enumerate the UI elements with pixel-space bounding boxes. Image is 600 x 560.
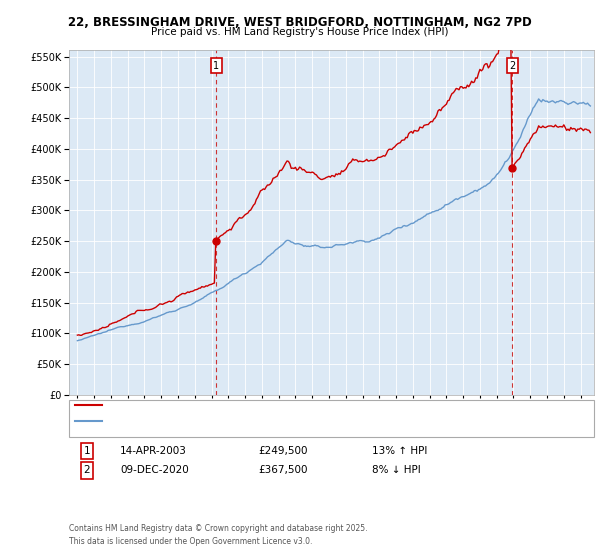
Text: 09-DEC-2020: 09-DEC-2020 bbox=[120, 465, 189, 475]
Text: Contains HM Land Registry data © Crown copyright and database right 2025.
This d: Contains HM Land Registry data © Crown c… bbox=[69, 524, 367, 546]
Text: Price paid vs. HM Land Registry's House Price Index (HPI): Price paid vs. HM Land Registry's House … bbox=[151, 27, 449, 38]
Text: HPI: Average price, detached house, Rushcliffe: HPI: Average price, detached house, Rush… bbox=[108, 417, 320, 426]
Text: 2: 2 bbox=[83, 465, 91, 475]
Text: £367,500: £367,500 bbox=[258, 465, 308, 475]
Text: 1: 1 bbox=[83, 446, 91, 456]
Text: 22, BRESSINGHAM DRIVE, WEST BRIDGFORD, NOTTINGHAM, NG2 7PD: 22, BRESSINGHAM DRIVE, WEST BRIDGFORD, N… bbox=[68, 16, 532, 29]
Text: 2: 2 bbox=[509, 61, 515, 71]
Text: 14-APR-2003: 14-APR-2003 bbox=[120, 446, 187, 456]
Text: 8% ↓ HPI: 8% ↓ HPI bbox=[372, 465, 421, 475]
Text: 22, BRESSINGHAM DRIVE, WEST BRIDGFORD, NOTTINGHAM, NG2 7PD (detached house): 22, BRESSINGHAM DRIVE, WEST BRIDGFORD, N… bbox=[108, 400, 505, 409]
Text: £249,500: £249,500 bbox=[258, 446, 308, 456]
Text: 13% ↑ HPI: 13% ↑ HPI bbox=[372, 446, 427, 456]
Text: 1: 1 bbox=[213, 61, 220, 71]
